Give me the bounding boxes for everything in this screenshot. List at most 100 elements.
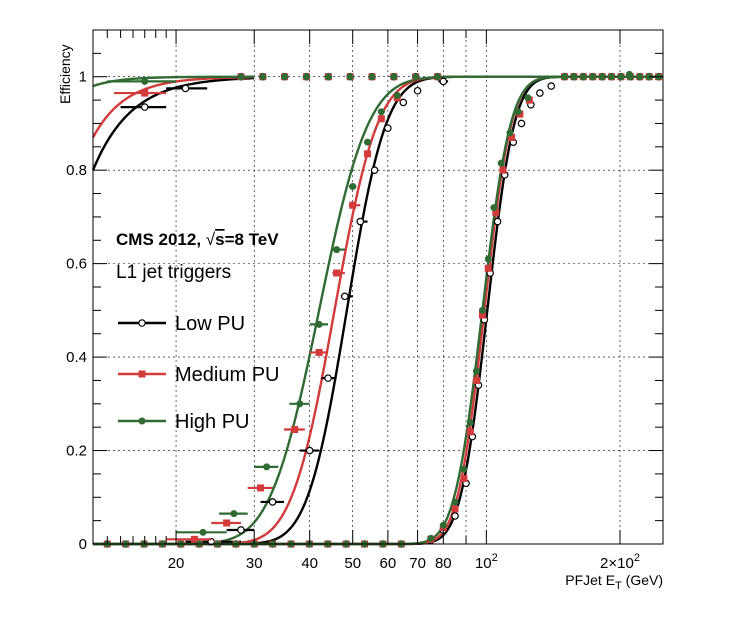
x-tick-label: 50 <box>344 555 361 572</box>
data-point <box>497 159 505 167</box>
data-point <box>451 512 459 520</box>
plateau-point <box>346 73 354 81</box>
data-point <box>257 484 265 492</box>
y-tick-label: 0.2 <box>66 443 87 460</box>
plateau-point <box>259 73 267 81</box>
data-point <box>356 217 365 226</box>
data-point <box>478 311 486 319</box>
plateau-point <box>626 73 634 81</box>
data-point <box>460 465 468 473</box>
data-point <box>547 82 556 90</box>
data-point <box>237 526 245 534</box>
x-axis-title-main: PFJet E <box>565 572 615 588</box>
data-point <box>230 510 238 518</box>
data-point <box>364 138 372 146</box>
data-point <box>141 77 149 85</box>
annotation-block: CMS 2012, √s=8 TeV L1 jet triggers <box>116 230 279 283</box>
data-point <box>324 374 332 382</box>
data-point <box>291 426 299 434</box>
y-tick-label: 1 <box>79 69 87 86</box>
data-point <box>484 264 492 272</box>
data-point <box>472 367 480 375</box>
sqrt-symbol: √ <box>206 230 216 249</box>
data-point <box>536 89 544 97</box>
y-tick-label: 0.6 <box>66 256 87 273</box>
data-point <box>370 166 379 174</box>
data-point <box>466 428 474 436</box>
plateau-point <box>608 73 616 81</box>
data-point <box>349 201 357 209</box>
x-tick-label: 80 <box>435 555 452 572</box>
data-point <box>393 91 401 99</box>
plateau-point <box>237 73 245 81</box>
data-point <box>506 129 514 137</box>
legend-marker <box>138 319 146 327</box>
data-point <box>439 521 447 529</box>
data-point <box>508 133 516 141</box>
plateau-point <box>636 73 644 81</box>
plateau-point <box>302 73 310 81</box>
data-point <box>399 98 408 107</box>
data-point <box>315 348 323 356</box>
plateau-point <box>579 73 587 81</box>
data-point <box>181 84 190 93</box>
plateau-point <box>434 73 442 81</box>
data-point <box>349 183 357 191</box>
point-layer <box>103 70 663 548</box>
data-point <box>305 446 314 455</box>
data-point <box>499 166 507 174</box>
experiment-label: CMS 2012, √s=8 TeV <box>116 230 279 249</box>
data-point <box>268 498 277 506</box>
data-point <box>451 505 459 513</box>
data-point <box>524 94 532 102</box>
data-point <box>478 306 486 314</box>
data-point <box>384 124 392 132</box>
data-point <box>439 77 448 86</box>
plateau-point <box>561 73 569 81</box>
sqrt-s-value: =8 TeV <box>225 230 280 249</box>
data-point <box>427 534 435 542</box>
plateau-point <box>281 73 289 81</box>
y-axis-title: Efficiency <box>57 44 73 104</box>
data-point <box>377 115 385 123</box>
tick-layer: 0 0.2 0.4 0.6 0.8 1 20 30 40 50 60 70 80 102 2×102 <box>66 29 663 572</box>
data-point <box>514 108 522 116</box>
data-point <box>199 528 207 536</box>
y-tick-label: 0.8 <box>66 162 87 179</box>
data-point <box>472 376 480 384</box>
data-point <box>466 419 474 427</box>
data-point <box>141 89 149 97</box>
data-point <box>190 535 198 543</box>
data-point <box>333 246 341 254</box>
plateau-point <box>412 73 420 81</box>
data-point <box>341 292 349 301</box>
x-tick-label: 2×102 <box>600 552 640 572</box>
data-point <box>460 475 468 483</box>
data-point <box>333 269 341 277</box>
x-axis-title-sub: T <box>615 580 622 592</box>
data-point <box>223 519 231 527</box>
x-tick-label: 70 <box>409 555 426 572</box>
data-point <box>492 208 500 216</box>
plateau-point <box>368 73 376 81</box>
plateau-point <box>598 73 606 81</box>
legend-marker <box>138 417 146 425</box>
x-tick-label: 60 <box>380 555 397 572</box>
x-axis-title: PFJet ET (GeV) <box>565 572 663 592</box>
legend-label: High PU <box>175 411 249 433</box>
sqrt-s-label: s <box>215 230 224 249</box>
plateau-point <box>324 73 332 81</box>
legend: Low PU Medium PU High PU <box>118 313 279 433</box>
data-point <box>413 86 422 95</box>
data-point <box>517 119 526 128</box>
data-point <box>493 217 502 226</box>
legend-marker <box>138 370 146 378</box>
data-point <box>490 204 498 212</box>
data-point <box>364 150 372 158</box>
data-point <box>263 463 271 471</box>
data-point <box>140 103 149 111</box>
x-tick-label: 20 <box>168 555 185 572</box>
